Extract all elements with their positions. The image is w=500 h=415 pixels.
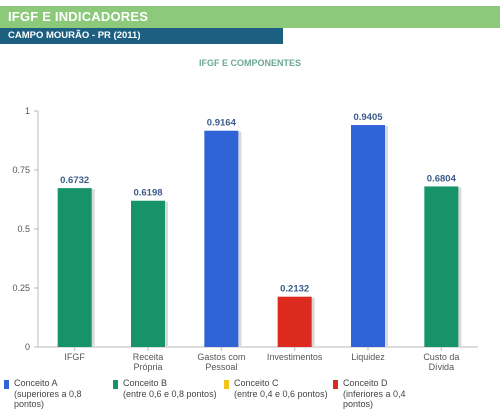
x-tick-label-line: Custo da bbox=[423, 352, 459, 362]
legend-label-line: pontos) bbox=[14, 399, 45, 409]
bar-chart: 0 0.25 0.5 0.75 1 0.6732 IFGF 0.6198 Receita Próp… bbox=[12, 106, 478, 372]
legend-label: Conceito D (inferiores a 0,4 pontos) bbox=[343, 378, 406, 410]
x-tick-label-line: Liquidez bbox=[351, 352, 385, 362]
chart-title: IFGF E COMPONENTES bbox=[198, 58, 301, 68]
legend-swatch bbox=[224, 380, 229, 389]
data-label: 0.9405 bbox=[353, 112, 383, 123]
x-tick-label-line: Pessoal bbox=[205, 362, 237, 372]
page-title: IFGF E INDICADORES bbox=[8, 9, 149, 24]
y-tick-label: 0 bbox=[25, 342, 30, 352]
location-title: CAMPO MOURÃO - PR (2011) bbox=[8, 30, 141, 41]
legend-swatch bbox=[113, 380, 118, 389]
x-tick-label: IFGF bbox=[64, 352, 85, 362]
data-label: 0.6198 bbox=[133, 188, 162, 199]
legend-label-line: (entre 0,6 e 0,8 pontos) bbox=[123, 388, 217, 399]
data-label: 0.2132 bbox=[280, 284, 309, 295]
legend-label: Conceito C (entre 0,4 e 0,6 pontos) bbox=[234, 378, 328, 399]
legend-label: Conceito B (entre 0,6 e 0,8 pontos) bbox=[123, 378, 217, 399]
x-tick-label: Receita Própria bbox=[133, 352, 164, 372]
x-tick-label-line: Dívida bbox=[429, 362, 455, 372]
legend-label-line: Conceito A bbox=[14, 378, 58, 388]
x-tick-label: Gastos com Pessoal bbox=[197, 352, 245, 372]
x-tick-label-line: Receita bbox=[133, 352, 164, 362]
header-bar: IFGF E INDICADORES bbox=[0, 6, 500, 28]
location-bar: CAMPO MOURÃO - PR (2011) bbox=[0, 28, 283, 44]
x-tick-label-line: IFGF bbox=[64, 352, 85, 362]
legend-label: Conceito A (superiores a 0,8 pontos) bbox=[14, 378, 82, 410]
x-tick-label: Investimentos bbox=[267, 352, 323, 362]
bar-0 bbox=[57, 188, 92, 347]
data-label: 0.6732 bbox=[60, 175, 89, 186]
data-label: 0.6804 bbox=[427, 173, 457, 184]
x-tick-label-line: Investimentos bbox=[267, 352, 323, 362]
y-tick-label: 0.75 bbox=[12, 165, 30, 175]
y-tick-label: 1 bbox=[25, 106, 30, 116]
legend-label-line: (superiores a 0,8 bbox=[14, 388, 82, 399]
x-tick-label: Custo da Dívida bbox=[423, 352, 459, 372]
y-tick-label: 0.25 bbox=[12, 283, 30, 293]
x-tick-label-line: Gastos com bbox=[197, 352, 245, 362]
bar-1 bbox=[131, 200, 165, 347]
legend-label-line: Conceito D bbox=[343, 378, 388, 388]
bar-2 bbox=[204, 130, 239, 347]
bar-4 bbox=[351, 125, 385, 348]
x-tick-label-line: Própria bbox=[133, 362, 162, 372]
chart-legend: Conceito A (superiores a 0,8 pontos) Concei… bbox=[0, 378, 500, 415]
y-tick-label: 0.5 bbox=[17, 224, 30, 234]
legend-label-line: Conceito B bbox=[123, 378, 168, 388]
legend-label-line: (inferiores a 0,4 bbox=[343, 388, 406, 399]
legend-label-line: pontos) bbox=[343, 399, 374, 409]
bar-5 bbox=[424, 186, 459, 347]
x-tick-label: Liquidez bbox=[351, 352, 385, 362]
data-label: 0.9164 bbox=[207, 118, 237, 129]
bar-3 bbox=[277, 296, 312, 347]
legend-swatch bbox=[4, 380, 9, 389]
legend-swatch bbox=[333, 380, 338, 389]
legend-label-line: Conceito C bbox=[234, 378, 279, 388]
legend-label-line: (entre 0,4 e 0,6 pontos) bbox=[234, 388, 328, 399]
